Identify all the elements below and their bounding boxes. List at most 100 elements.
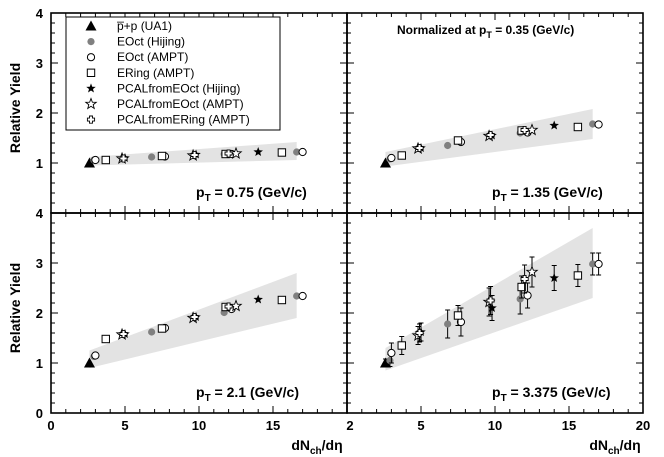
data-point (520, 125, 529, 135)
data-point (444, 320, 452, 328)
x-tick-label: 15 (266, 418, 280, 433)
legend-item: p̅+p (UA1) (85, 19, 173, 33)
legend-label: EOct (AMPT) (117, 50, 188, 64)
data-point (298, 147, 307, 157)
panel-frame (346, 12, 644, 214)
data-point (224, 149, 233, 158)
data-point (415, 143, 424, 153)
data-point (91, 351, 100, 360)
legend-marker (86, 83, 96, 93)
y-tick-label: 3 (36, 56, 43, 71)
legend-label: EOct (Hijing) (117, 35, 185, 49)
data-point (253, 147, 263, 157)
y-tick-label: 1 (36, 156, 43, 171)
data-point (589, 120, 597, 128)
legend-marker (87, 38, 95, 46)
data-point (379, 357, 391, 368)
data-point (594, 120, 603, 129)
legend-item: EOct (AMPT) (86, 50, 188, 64)
pt-label: pT = 0.75 (GeV/c) (196, 184, 307, 204)
legend-marker (86, 115, 96, 124)
x-tick-label: 2 (346, 418, 353, 433)
data-point (119, 154, 128, 163)
x-tick-label: 0 (47, 418, 54, 433)
legend-label: PCALfromEOct (AMPT) (117, 97, 244, 111)
data-point (298, 291, 307, 301)
data-point (253, 294, 263, 304)
data-point (293, 148, 301, 156)
legend-marker (86, 68, 96, 77)
data-point (229, 299, 243, 312)
data-point (157, 324, 167, 333)
data-point (573, 122, 583, 132)
y-tick-label: 4 (36, 206, 44, 221)
data-point (277, 148, 287, 157)
normalization-note: Normalized at pT = 0.35 (GeV/c) (397, 23, 574, 40)
data-point (387, 153, 396, 163)
data-point (101, 155, 110, 165)
data-point (525, 265, 539, 278)
data-point (573, 271, 583, 280)
data-point (516, 295, 524, 303)
x-tick-label: 10 (488, 418, 502, 433)
x-axis-title: dNch/dη (589, 437, 640, 457)
data-point (397, 341, 406, 350)
legend-box (65, 16, 281, 131)
data-point (520, 274, 529, 284)
legend-marker (85, 20, 97, 31)
data-point (549, 120, 559, 130)
pt-label: pT = 2.1 (GeV/c) (196, 384, 299, 404)
legend-marker (86, 53, 96, 62)
x-tick-label: 10 (192, 418, 206, 433)
data-point (190, 312, 199, 322)
legend-item: PCALfromEOct (Hijing) (86, 81, 240, 95)
data-point (148, 153, 156, 161)
y-tick-label: 4 (36, 6, 44, 21)
legend-item: PCALfromEOct (AMPT) (84, 97, 244, 111)
data-point (148, 328, 156, 336)
data-point (91, 155, 100, 165)
legend-item: PCALfromERing (AMPT) (86, 113, 250, 127)
x-tick-label: 5 (121, 418, 128, 433)
legend-marker (84, 97, 98, 110)
data-point (549, 273, 559, 283)
pt-label: pT = 3.375 (GeV/c) (492, 384, 611, 404)
x-tick-label: 20 (636, 418, 650, 433)
x-tick-label: 5 (417, 418, 424, 433)
legend-label: PCALfromERing (AMPT) (117, 113, 250, 127)
data-point (487, 303, 497, 313)
data-point (523, 291, 532, 300)
data-point (157, 151, 167, 161)
data-point (83, 357, 95, 368)
x-tick-label: 15 (562, 418, 576, 433)
y-tick-label: 0 (36, 406, 43, 421)
data-point (119, 329, 128, 339)
data-point (379, 157, 391, 168)
data-point (453, 136, 463, 145)
data-point (190, 150, 199, 160)
data-point (486, 130, 495, 140)
data-point (101, 334, 110, 344)
y-tick-label: 2 (36, 106, 43, 121)
y-tick-label: 3 (36, 256, 43, 271)
data-point (277, 295, 287, 305)
legend-label: p̅+p (UA1) (117, 19, 173, 33)
data-point (83, 157, 95, 168)
data-point (444, 141, 452, 150)
data-point (594, 259, 603, 269)
data-point (486, 296, 495, 305)
pt-label: pT = 1.35 (GeV/c) (492, 184, 603, 204)
legend-label: ERing (AMPT) (117, 66, 194, 80)
legend-item: EOct (Hijing) (87, 35, 185, 49)
y-axis-title: Relative Yield (7, 63, 23, 153)
data-point (387, 348, 396, 358)
y-tick-label: 1 (36, 356, 43, 371)
data-point (293, 292, 301, 300)
data-point (517, 282, 526, 292)
y-axis-title: Relative Yield (7, 263, 23, 353)
legend-label: PCALfromEOct (Hijing) (117, 81, 240, 95)
y-tick-label: 2 (36, 306, 43, 321)
data-point (415, 328, 424, 338)
legend-item: ERing (AMPT) (86, 66, 194, 80)
